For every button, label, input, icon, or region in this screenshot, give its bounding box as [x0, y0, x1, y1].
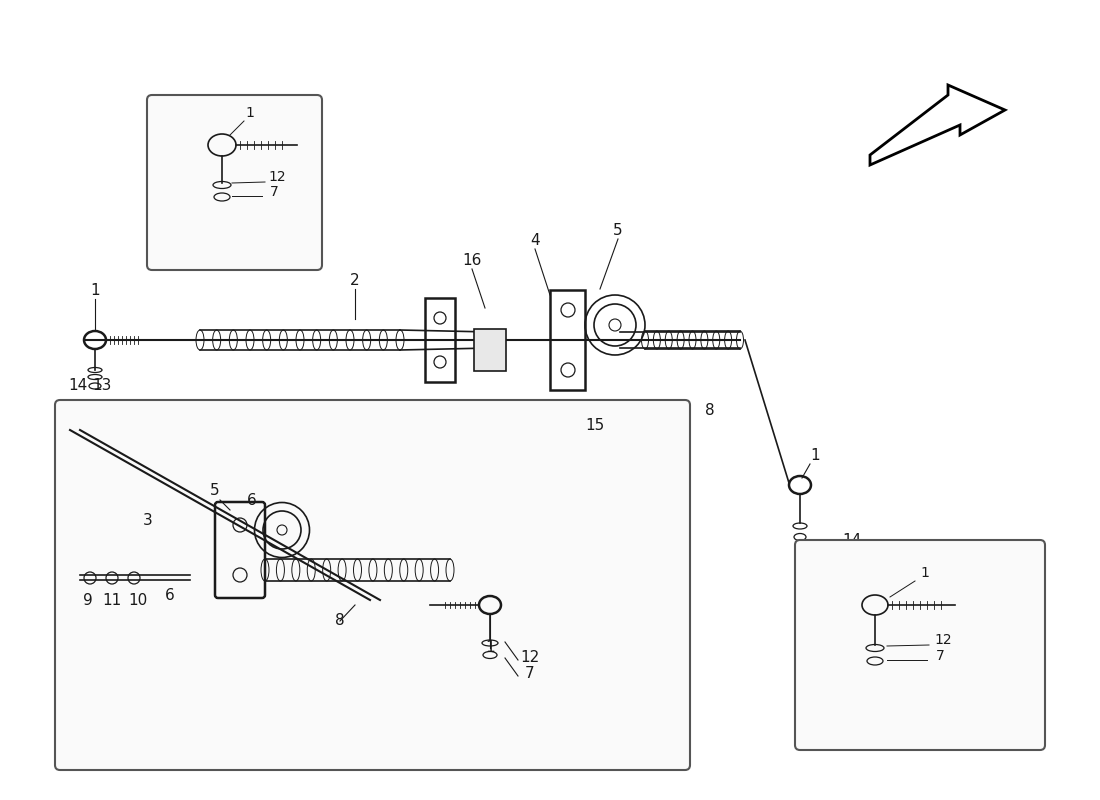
Text: 16: 16 [462, 253, 482, 268]
Text: 12: 12 [934, 633, 952, 647]
Text: 6: 6 [165, 588, 175, 603]
Text: 3: 3 [143, 513, 153, 528]
Text: 8: 8 [336, 613, 344, 628]
Text: 13: 13 [868, 546, 888, 561]
FancyBboxPatch shape [147, 95, 322, 270]
Text: 10: 10 [129, 593, 147, 608]
Text: 5: 5 [613, 223, 623, 238]
Text: 7: 7 [525, 666, 535, 681]
Text: 15: 15 [585, 418, 605, 433]
Text: 9: 9 [84, 593, 92, 608]
Text: 13: 13 [92, 378, 112, 393]
Text: 1: 1 [811, 448, 819, 463]
Text: 11: 11 [102, 593, 122, 608]
Text: 1: 1 [90, 283, 100, 298]
Text: 8: 8 [705, 403, 715, 418]
Text: 2: 2 [350, 273, 360, 288]
Text: 12: 12 [520, 650, 540, 665]
Text: 1: 1 [245, 106, 254, 120]
FancyBboxPatch shape [474, 329, 506, 371]
Text: 4: 4 [530, 233, 540, 248]
Text: 14: 14 [843, 533, 861, 548]
Text: 6: 6 [248, 493, 257, 508]
FancyBboxPatch shape [795, 540, 1045, 750]
Text: 12: 12 [268, 170, 286, 184]
Text: 1: 1 [485, 640, 495, 655]
Text: 5: 5 [210, 483, 220, 498]
Polygon shape [870, 85, 1005, 165]
Text: 7: 7 [936, 649, 945, 663]
Text: 14: 14 [68, 378, 88, 393]
Text: 7: 7 [270, 185, 278, 199]
FancyBboxPatch shape [55, 400, 690, 770]
Text: 1: 1 [921, 566, 929, 580]
